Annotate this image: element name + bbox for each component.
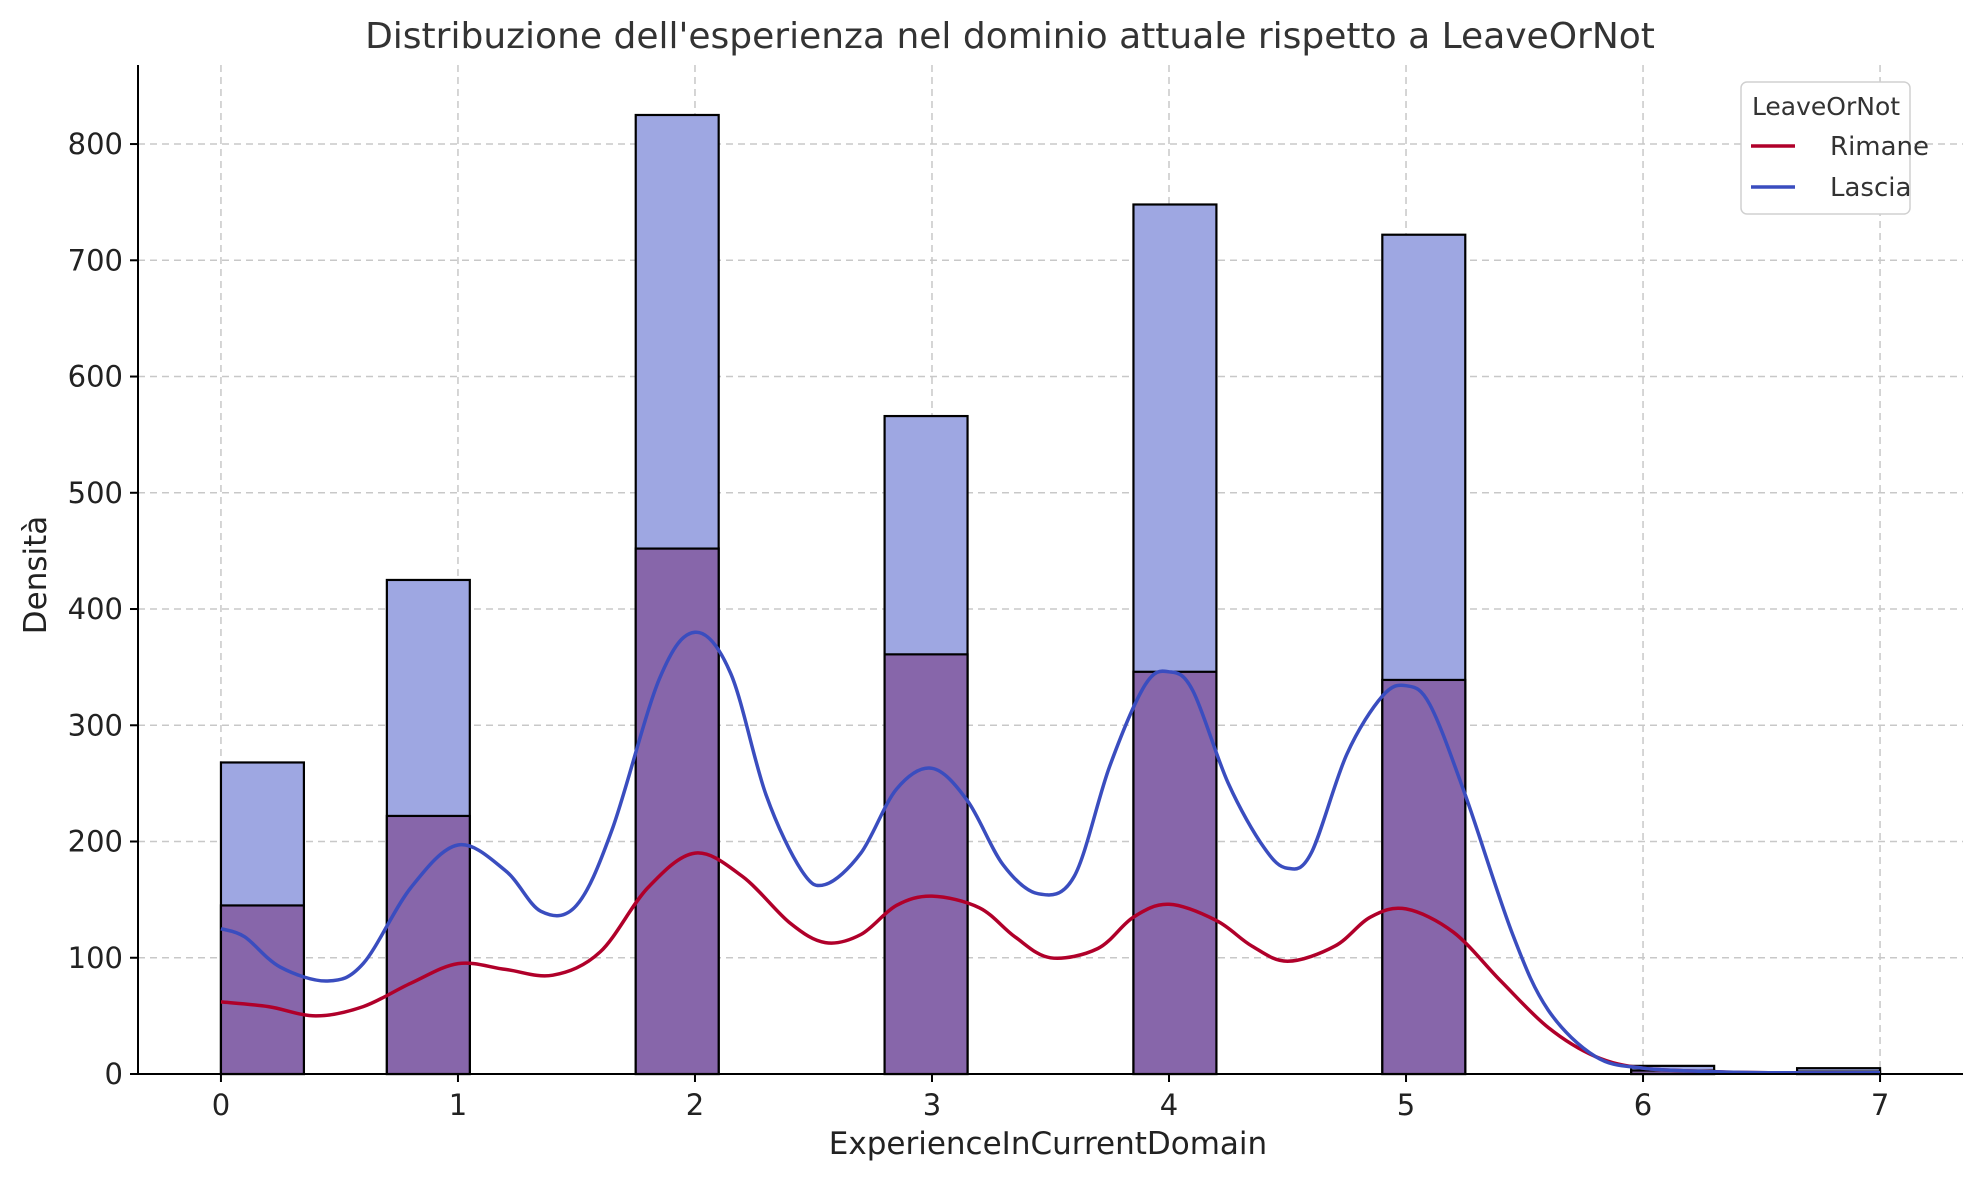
y-axis-label: Densità — [18, 516, 54, 635]
x-tick-label-0: 0 — [212, 1088, 230, 1122]
legend: LeaveOrNot Rimane Lascia — [1740, 81, 1929, 215]
x-tick-label-6: 6 — [1634, 1088, 1652, 1122]
kde-line-lascia — [220, 630, 1881, 1075]
legend-label-lascia: Lascia — [1830, 173, 1911, 203]
bar-rimane-2 — [634, 547, 720, 1076]
chart-title: Distribuzione dell'esperienza nel domini… — [365, 16, 1655, 57]
x-tick-label-4: 4 — [1160, 1088, 1178, 1122]
kde-curves — [220, 630, 1881, 1075]
x-tick-label-7: 7 — [1871, 1088, 1889, 1122]
tick-labels: 0 1 2 3 4 5 6 7 0 100 200 300 400 500 600 700 800 — [68, 127, 1890, 1122]
y-tick-label-0: 0 — [105, 1057, 123, 1091]
legend-box — [1740, 81, 1911, 215]
axes — [130, 65, 1963, 1082]
y-tick-label-300: 300 — [68, 708, 123, 742]
x-axis-label: ExperienceInCurrentDomain — [829, 1126, 1267, 1162]
y-tick-label-800: 800 — [68, 127, 123, 161]
y-tick-label-700: 700 — [68, 243, 123, 277]
bar-rimane-5 — [1381, 678, 1467, 1076]
y-tick-label-400: 400 — [68, 592, 123, 626]
y-tick-label-600: 600 — [68, 360, 123, 394]
y-tick-label-200: 200 — [68, 825, 123, 859]
legend-title: LeaveOrNot — [1752, 92, 1900, 121]
y-tick-label-500: 500 — [68, 476, 123, 510]
bar-rimane-1 — [385, 814, 471, 1076]
legend-label-rimane: Rimane — [1830, 132, 1929, 162]
x-tick-label-3: 3 — [923, 1088, 941, 1122]
x-tick-label-2: 2 — [686, 1088, 704, 1122]
y-tick-label-100: 100 — [68, 941, 123, 975]
kde-line-rimane — [220, 851, 1881, 1075]
x-tick-label-5: 5 — [1397, 1088, 1415, 1122]
bar-rimane-3 — [883, 653, 969, 1076]
bar-rimane-4 — [1132, 670, 1218, 1076]
histogram-bars — [219, 113, 1882, 1076]
x-tick-label-1: 1 — [449, 1088, 467, 1122]
